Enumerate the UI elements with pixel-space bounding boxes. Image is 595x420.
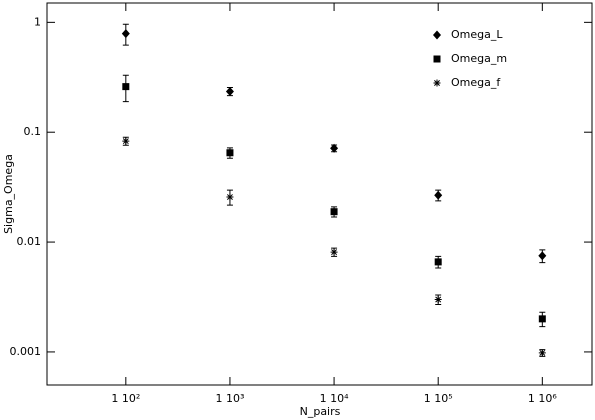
legend-label: Omega_L (451, 28, 503, 41)
marker (330, 248, 338, 256)
marker (330, 208, 338, 216)
x-tick-label: 1 10³ (215, 392, 244, 405)
y-tick-label: 0.01 (17, 235, 42, 248)
marker (122, 137, 130, 145)
marker (434, 258, 442, 266)
y-tick-label: 0.001 (10, 345, 42, 358)
marker (538, 349, 546, 357)
y-tick-label: 1 (34, 15, 41, 28)
marker (538, 315, 546, 323)
marker (122, 83, 130, 91)
x-tick-label: 1 10⁴ (320, 392, 349, 405)
marker (434, 190, 443, 200)
marker (538, 251, 547, 261)
marker (434, 296, 442, 304)
legend-label: Omega_f (451, 76, 501, 89)
x-axis-label: N_pairs (300, 405, 341, 418)
legend-marker (433, 79, 441, 87)
marker (225, 86, 234, 96)
legend-marker (433, 55, 441, 63)
legend-label: Omega_m (451, 52, 507, 65)
marker (121, 29, 130, 39)
marker (226, 193, 234, 201)
x-tick-label: 1 10⁵ (424, 392, 453, 405)
y-tick-label: 0.1 (24, 125, 42, 138)
marker (226, 149, 234, 157)
y-axis-label: Sigma_Omega (2, 154, 15, 234)
x-tick-label: 1 10⁶ (528, 392, 557, 405)
legend-marker (433, 30, 441, 40)
plot-frame (46, 2, 593, 386)
x-tick-label: 1 10² (111, 392, 140, 405)
marker (330, 143, 339, 153)
